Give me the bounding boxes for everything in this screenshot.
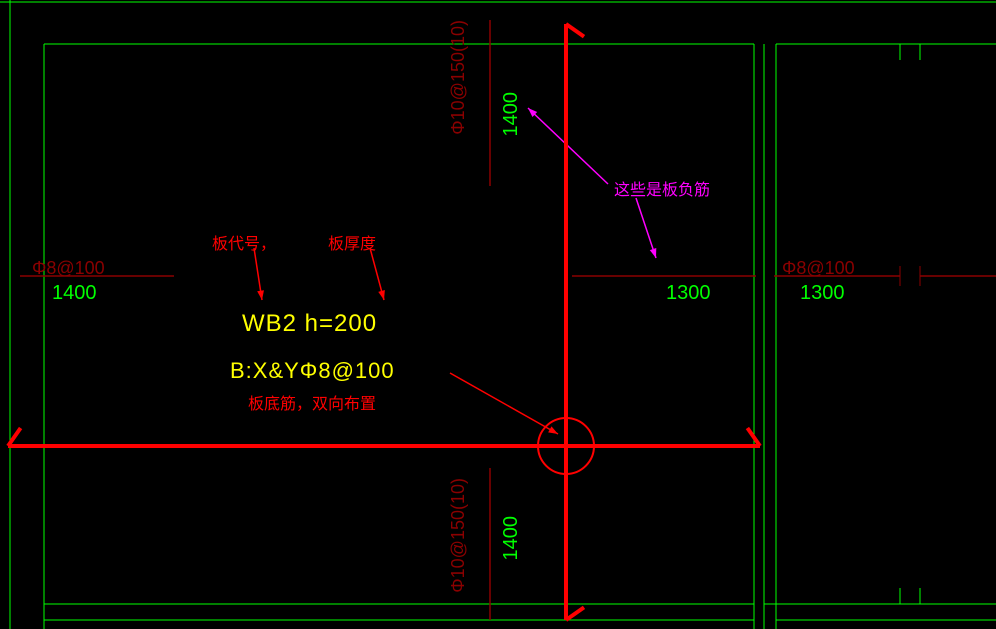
rebar-spec-right: Φ8@100 [782, 258, 855, 279]
rebar-dim-right: 1300 [800, 282, 845, 305]
rebar-dim-bot: 1400 [500, 516, 523, 561]
anno-slab-thickness: 板厚度 [328, 230, 376, 254]
rebar-dim-mid: 1300 [666, 282, 711, 305]
anno-slab-code: 板代号， [212, 230, 276, 254]
slab-title: WB2 h=200 [242, 310, 377, 338]
slab-bottom-rebar: B:X&YΦ8@100 [230, 358, 395, 384]
rebar-dim-left: 1400 [52, 282, 97, 305]
anno-negative-rebar: 这些是板负筋 [614, 176, 710, 200]
rebar-dim-top: 1400 [500, 92, 523, 137]
rebar-spec-left: Φ8@100 [32, 258, 105, 279]
rebar-spec-bot: Φ10@150(10) [448, 478, 469, 593]
drawing-canvas [0, 0, 996, 629]
anno-bottom-rebar: 板底筋，双向布置 [248, 390, 376, 414]
rebar-spec-top: Φ10@150(10) [448, 20, 469, 135]
